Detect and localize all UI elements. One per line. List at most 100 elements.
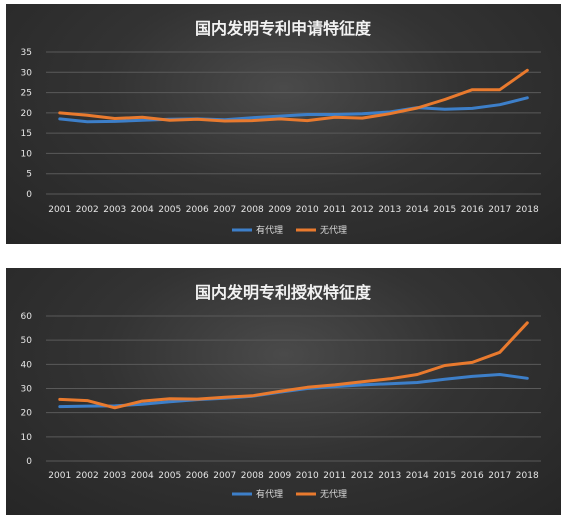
y-tick-label: 0 <box>26 190 32 200</box>
y-tick-label: 35 <box>21 48 32 58</box>
data-point <box>141 403 144 406</box>
x-tick-label: 2018 <box>516 205 539 215</box>
x-tick-label: 2008 <box>241 205 264 215</box>
x-tick-label: 2011 <box>323 205 346 215</box>
data-point <box>388 377 391 381</box>
data-point <box>141 399 144 403</box>
data-point <box>443 98 446 101</box>
data-point <box>471 361 474 364</box>
data-point <box>86 399 89 402</box>
legend-label: 有代理 <box>256 224 283 236</box>
y-tick-label: 20 <box>21 409 33 419</box>
x-tick-label: 2015 <box>433 205 456 215</box>
data-point <box>471 375 474 378</box>
x-tick-label: 2004 <box>131 205 154 215</box>
x-tick-label: 2010 <box>296 471 319 481</box>
x-tick-label: 2012 <box>351 471 374 481</box>
data-point <box>278 114 281 118</box>
legend-label: 有代理 <box>256 488 283 500</box>
x-tick-label: 2001 <box>48 205 71 215</box>
data-point <box>141 118 144 122</box>
y-tick-label: 25 <box>21 89 32 99</box>
data-point <box>141 116 144 119</box>
series-line <box>58 96 529 124</box>
x-tick-label: 2006 <box>186 205 209 215</box>
x-tick-label: 2005 <box>158 471 181 481</box>
chart-title: 国内发明专利授权特征度 <box>195 283 372 302</box>
legend-label: 无代理 <box>320 489 347 500</box>
data-point <box>526 69 529 72</box>
x-tick-label: 2007 <box>213 471 236 481</box>
data-point <box>416 106 419 110</box>
x-tick-label: 2003 <box>103 205 126 215</box>
data-point <box>58 405 61 408</box>
data-point <box>86 404 89 408</box>
data-point <box>471 88 474 91</box>
x-tick-label: 2015 <box>433 471 456 481</box>
x-tick-label: 2005 <box>158 205 181 215</box>
y-tick-label: 50 <box>21 336 33 346</box>
data-point <box>361 112 364 115</box>
x-tick-label: 2016 <box>461 205 484 215</box>
x-tick-label: 2014 <box>406 471 429 481</box>
y-tick-label: 0 <box>26 457 32 467</box>
data-point <box>416 373 419 376</box>
data-point <box>196 118 199 121</box>
data-point <box>471 107 474 110</box>
data-point <box>278 390 281 393</box>
y-tick-label: 60 <box>21 312 33 322</box>
x-tick-label: 2012 <box>351 205 374 215</box>
data-point <box>86 120 89 123</box>
data-point <box>223 119 226 123</box>
x-tick-label: 2003 <box>103 471 126 481</box>
x-tick-label: 2014 <box>406 205 429 215</box>
data-point <box>388 382 391 385</box>
data-point <box>113 406 116 410</box>
y-tick-label: 30 <box>21 385 33 395</box>
y-tick-label: 30 <box>21 68 33 78</box>
x-tick-label: 2004 <box>131 471 154 481</box>
data-point <box>361 383 364 387</box>
x-tick-label: 2009 <box>268 205 291 215</box>
data-point <box>333 383 336 387</box>
x-tick-label: 2002 <box>76 471 99 481</box>
data-point <box>498 88 501 91</box>
data-point <box>498 103 501 106</box>
data-point <box>306 386 309 389</box>
chart-application-svg: 国内发明专利申请特征度 0 5 10 15 20 25 30 35 2001 2002 2003 20… <box>21 19 541 236</box>
data-point <box>58 117 61 121</box>
x-tick-label: 2013 <box>378 471 401 481</box>
x-tick-label: 2007 <box>213 205 236 215</box>
data-point <box>526 96 529 100</box>
y-tick-label: 5 <box>26 170 32 180</box>
x-tick-label: 2001 <box>48 471 71 481</box>
x-tick-label: 2018 <box>516 471 539 481</box>
x-tick-label: 2017 <box>488 471 511 481</box>
x-tick-label: 2008 <box>241 471 264 481</box>
data-point <box>86 114 89 117</box>
y-tick-label: 15 <box>21 129 32 139</box>
data-point <box>333 113 336 116</box>
legend-label: 无代理 <box>320 225 347 236</box>
x-tick-label: 2013 <box>378 205 401 215</box>
data-point <box>388 112 391 115</box>
x-tick-label: 2006 <box>186 471 209 481</box>
chart-grant-svg: 国内发明专利授权特征度 0 10 20 30 40 50 60 2001 2002 2003 200… <box>21 283 541 500</box>
data-point <box>58 398 61 401</box>
data-point <box>251 116 254 119</box>
data-point <box>113 117 116 120</box>
data-point <box>113 120 116 123</box>
data-point <box>361 116 364 120</box>
data-point <box>223 396 226 399</box>
data-point <box>526 377 529 380</box>
series-line <box>58 68 529 123</box>
x-tick-label: 2016 <box>461 471 484 481</box>
data-point <box>196 397 199 401</box>
x-tick-label: 2009 <box>268 471 291 481</box>
data-point <box>333 116 336 119</box>
data-point <box>306 113 309 116</box>
x-tick-label: 2010 <box>296 205 319 215</box>
data-point <box>168 397 171 400</box>
y-tick-label: 10 <box>21 149 33 159</box>
y-tick-label: 20 <box>21 109 33 119</box>
